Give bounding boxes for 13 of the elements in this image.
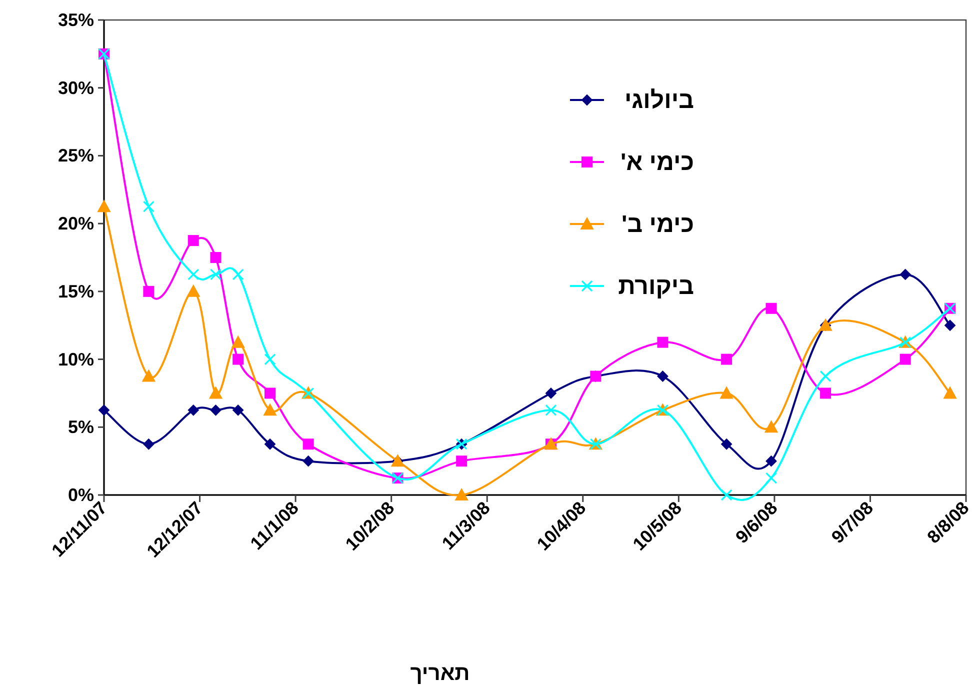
y-tick-label: 25% (58, 146, 94, 166)
y-tick-label: 15% (58, 281, 94, 302)
y-tick-label: 35% (58, 10, 94, 30)
y-tick-label: 0% (68, 485, 94, 505)
y-tick-label: 10% (58, 349, 94, 370)
y-tick-label: 20% (58, 214, 94, 234)
legend-label: ביקורת (618, 273, 694, 300)
legend-label: ביולוגי (624, 87, 694, 114)
legend-label: כימי ב' (622, 211, 694, 238)
x-axis-title: תאריך (410, 662, 470, 685)
y-tick-label: 5% (68, 417, 94, 438)
legend-label: כימי א' (620, 149, 694, 176)
y-tick-label: 30% (58, 78, 94, 98)
